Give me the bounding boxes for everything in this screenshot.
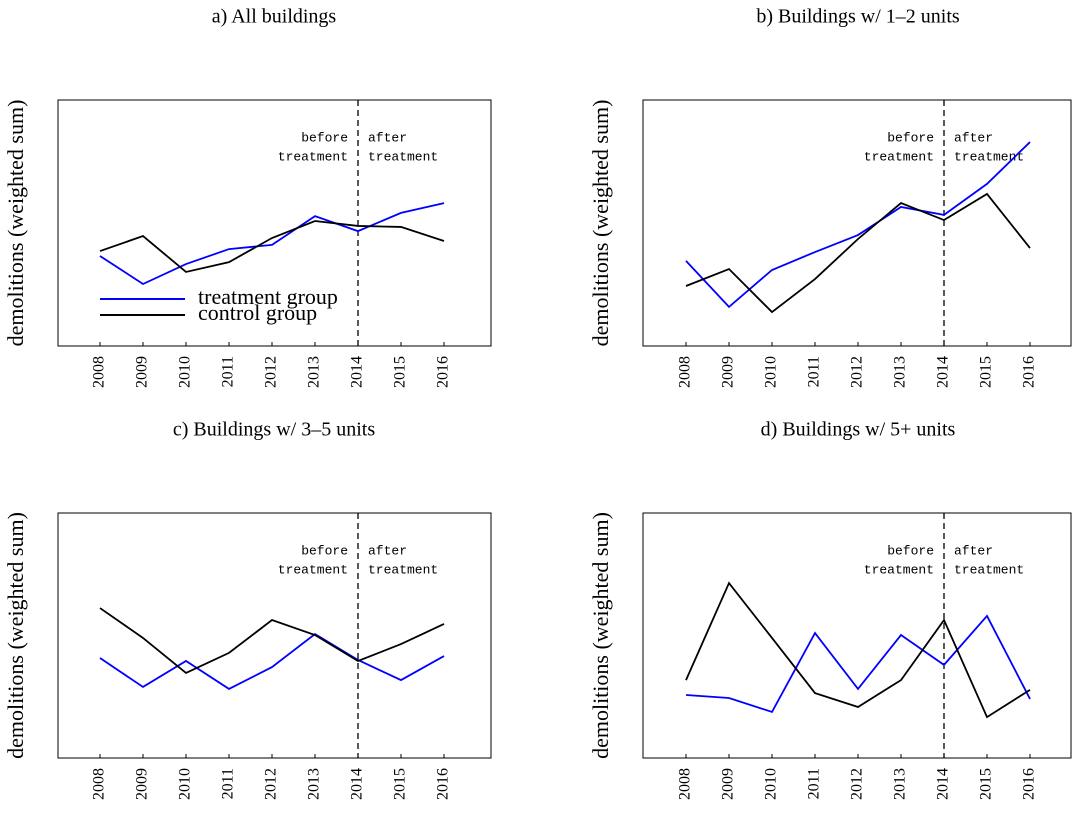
legend-label: treatment group (198, 284, 338, 309)
x-tick-label: 2015 (978, 768, 995, 800)
x-tick-label: 2010 (177, 768, 194, 800)
y-axis-label: demolitions (weighted sum) (3, 512, 28, 759)
after-label: after (368, 130, 407, 145)
x-tick-label: 2014 (935, 768, 952, 800)
after-label: after (954, 543, 993, 558)
x-tick-label: 2012 (849, 768, 866, 800)
after-label: treatment (954, 562, 1024, 577)
x-tick-label: 2016 (435, 356, 452, 388)
x-tick-label: 2009 (134, 768, 151, 800)
x-tick-label: 2016 (435, 768, 452, 800)
plot-frame (57, 99, 492, 347)
before-label: treatment (278, 562, 348, 577)
series-line (99, 607, 445, 675)
x-tick-label: 2009 (720, 768, 737, 800)
plot-frame (642, 512, 1072, 759)
x-tick-label: 2013 (306, 768, 323, 800)
plot-frame (642, 99, 1072, 347)
x-tick-label: 2012 (263, 356, 280, 388)
x-tick-label: 2014 (935, 356, 952, 388)
before-label: treatment (278, 149, 348, 164)
x-tick-label: 2010 (763, 356, 780, 388)
x-tick-label: 2014 (349, 768, 366, 800)
x-tick-label: 2015 (392, 356, 409, 388)
x-tick-label: 2009 (134, 356, 151, 388)
plot-frame (57, 512, 492, 759)
legend-label: control group (198, 300, 317, 325)
x-tick-label: 2008 (91, 356, 108, 388)
after-label: after (368, 543, 407, 558)
x-tick-label: 2010 (763, 768, 780, 800)
series-line (685, 141, 1031, 309)
after-label: treatment (954, 149, 1024, 164)
x-tick-label: 2011 (806, 356, 823, 387)
panel-title: b) Buildings w/ 1–2 units (756, 6, 960, 28)
x-tick-label: 2010 (177, 356, 194, 388)
after-label: treatment (368, 149, 438, 164)
x-tick-label: 2013 (892, 356, 909, 388)
before-label: before (887, 130, 934, 145)
after-label: after (954, 130, 993, 145)
x-tick-label: 2013 (892, 768, 909, 800)
series-line (685, 581, 1031, 719)
y-axis-label: demolitions (weighted sum) (588, 512, 613, 759)
x-tick-label: 2011 (220, 356, 237, 387)
panel-title: d) Buildings w/ 5+ units (761, 419, 956, 441)
before-label: before (887, 543, 934, 558)
before-label: treatment (864, 149, 934, 164)
before-label: before (301, 543, 348, 558)
series-line (99, 632, 445, 690)
x-tick-label: 2015 (978, 356, 995, 388)
series-line (99, 220, 445, 273)
after-label: treatment (368, 562, 438, 577)
before-label: before (301, 130, 348, 145)
series-line (99, 202, 445, 286)
x-tick-label: 2014 (349, 356, 366, 388)
y-axis-label: demolitions (weighted sum) (588, 100, 613, 347)
x-tick-label: 2011 (806, 768, 823, 799)
series-line (685, 614, 1031, 714)
x-tick-label: 2009 (720, 356, 737, 388)
panel-title: a) All buildings (212, 6, 337, 28)
panel-title: c) Buildings w/ 3–5 units (173, 419, 375, 441)
x-tick-label: 2012 (849, 356, 866, 388)
series-line (685, 192, 1031, 314)
x-tick-label: 2015 (392, 768, 409, 800)
x-tick-label: 2016 (1021, 356, 1038, 388)
x-tick-label: 2008 (91, 768, 108, 800)
x-tick-label: 2008 (677, 768, 694, 800)
x-tick-label: 2016 (1021, 768, 1038, 800)
x-tick-label: 2008 (677, 356, 694, 388)
x-tick-label: 2011 (220, 768, 237, 799)
x-tick-label: 2012 (263, 768, 280, 800)
x-tick-label: 2013 (306, 356, 323, 388)
y-axis-label: demolitions (weighted sum) (3, 100, 28, 347)
before-label: treatment (864, 562, 934, 577)
